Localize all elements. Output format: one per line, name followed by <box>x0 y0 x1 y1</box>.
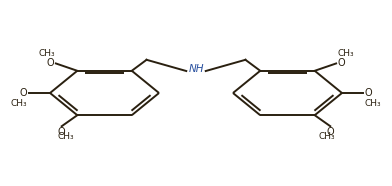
Text: O: O <box>327 127 334 137</box>
Text: O: O <box>47 58 54 68</box>
Text: O: O <box>58 127 65 137</box>
Text: O: O <box>365 88 372 98</box>
Text: CH₃: CH₃ <box>11 99 27 108</box>
Text: CH₃: CH₃ <box>57 132 74 141</box>
Text: CH₃: CH₃ <box>38 49 55 58</box>
Text: CH₃: CH₃ <box>318 132 335 141</box>
Text: CH₃: CH₃ <box>337 49 354 58</box>
Text: NH: NH <box>188 64 204 74</box>
Text: CH₃: CH₃ <box>365 99 381 108</box>
Text: O: O <box>338 58 345 68</box>
Text: O: O <box>20 88 27 98</box>
